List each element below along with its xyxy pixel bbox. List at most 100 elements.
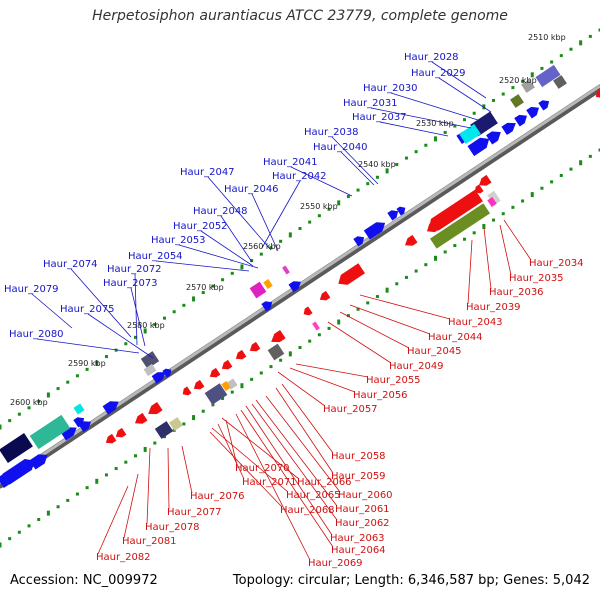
tick-mark bbox=[153, 441, 157, 445]
leader-line bbox=[167, 447, 170, 510]
tick-mark bbox=[424, 143, 428, 147]
reverse-gene bbox=[426, 220, 440, 233]
reverse-gene bbox=[404, 234, 418, 246]
tick-mark bbox=[298, 346, 302, 349]
reverse-gene bbox=[148, 401, 163, 415]
tick-mark bbox=[521, 79, 525, 83]
tick-mark bbox=[17, 530, 21, 534]
tick-mark bbox=[279, 358, 283, 362]
tick-mark bbox=[492, 98, 496, 102]
tick-mark bbox=[133, 454, 137, 458]
tick-mark bbox=[395, 162, 399, 166]
tick-mark bbox=[492, 218, 496, 222]
tick-mark bbox=[95, 478, 99, 484]
forward-gene-label: Haur_2080 bbox=[9, 329, 64, 340]
leader-line bbox=[245, 405, 333, 536]
reverse-gene-label: Haur_2082 bbox=[96, 552, 151, 563]
tick-mark bbox=[17, 412, 21, 416]
leader-line bbox=[277, 371, 326, 407]
reverse-gene bbox=[235, 349, 247, 360]
tick-mark bbox=[598, 28, 600, 32]
reverse-gene bbox=[487, 197, 497, 207]
tick-mark bbox=[85, 486, 89, 490]
tick-mark bbox=[230, 271, 234, 275]
reverse-gene-label: Haur_2057 bbox=[323, 404, 378, 415]
accession-text: Accession: NC_009972 bbox=[10, 573, 158, 588]
tick-mark bbox=[240, 264, 244, 270]
tick-mark bbox=[453, 244, 457, 248]
tick-mark bbox=[559, 54, 563, 58]
leader-line bbox=[207, 176, 272, 251]
tick-mark bbox=[404, 275, 408, 279]
tick-mark bbox=[569, 47, 573, 51]
tick-mark bbox=[443, 250, 447, 254]
tick-mark bbox=[240, 383, 244, 389]
tick-mark bbox=[85, 367, 89, 371]
reverse-gene bbox=[487, 190, 501, 206]
forward-gene bbox=[526, 106, 540, 119]
leader-line bbox=[467, 239, 473, 305]
reverse-gene-label: Haur_2035 bbox=[509, 273, 564, 284]
leader-line bbox=[438, 77, 492, 113]
leader-line bbox=[225, 419, 238, 466]
reverse-gene-label: Haur_2034 bbox=[529, 258, 584, 269]
forward-gene-label: Haur_2054 bbox=[128, 251, 183, 262]
forward-gene-label: Haur_2029 bbox=[411, 68, 466, 79]
tick-mark bbox=[104, 355, 108, 359]
leader-line bbox=[97, 485, 129, 555]
leader-line bbox=[331, 136, 379, 185]
tick-mark bbox=[385, 168, 389, 174]
leader-line bbox=[390, 92, 479, 121]
forward-gene bbox=[486, 131, 501, 145]
reverse-gene bbox=[303, 306, 313, 316]
tick-mark bbox=[192, 415, 196, 421]
leader-line bbox=[240, 409, 334, 548]
tick-mark bbox=[221, 278, 225, 282]
kbp-tick-label: 2510 kbp bbox=[528, 33, 566, 42]
kbp-tick-label: 2590 kbp bbox=[68, 359, 106, 368]
tick-mark bbox=[550, 180, 554, 184]
forward-gene-label: Haur_2072 bbox=[107, 264, 162, 275]
tick-mark bbox=[482, 223, 486, 229]
reverse-gene-label: Haur_2043 bbox=[448, 317, 503, 328]
leader-line bbox=[235, 413, 311, 561]
tick-mark bbox=[540, 66, 544, 70]
tick-mark bbox=[540, 186, 544, 190]
tick-mark bbox=[366, 182, 370, 186]
forward-gene-label: Haur_2047 bbox=[180, 167, 235, 178]
tick-mark bbox=[588, 34, 592, 38]
tick-mark bbox=[433, 136, 437, 142]
leader-line bbox=[251, 193, 279, 252]
reverse-gene-label: Haur_2065 bbox=[286, 490, 341, 501]
forward-gene bbox=[282, 265, 290, 275]
reverse-gene bbox=[193, 379, 205, 390]
forward-gene bbox=[73, 403, 85, 415]
forward-gene bbox=[102, 401, 119, 415]
forward-gene bbox=[151, 372, 166, 384]
forward-gene bbox=[143, 363, 157, 377]
reverse-gene-label: Haur_2068 bbox=[280, 505, 335, 516]
tick-mark bbox=[463, 118, 467, 122]
backbone-shadow bbox=[0, 84, 600, 489]
leader-line bbox=[36, 338, 140, 354]
forward-gene-label: Haur_2031 bbox=[343, 98, 398, 109]
reverse-gene bbox=[319, 290, 331, 301]
leader-line bbox=[146, 447, 151, 525]
tick-mark bbox=[317, 214, 321, 218]
kbp-tick-label: 2600 kbp bbox=[10, 398, 48, 407]
leader-line bbox=[327, 321, 392, 364]
tick-mark bbox=[550, 60, 554, 64]
reverse-gene bbox=[134, 412, 148, 424]
tick-mark bbox=[8, 537, 12, 541]
forward-gene-label: Haur_2079 bbox=[4, 284, 59, 295]
kbp-tick-label: 2540 kbp bbox=[358, 160, 396, 169]
leader-line bbox=[31, 293, 73, 329]
reverse-gene-label: Haur_2061 bbox=[335, 504, 390, 515]
leader-line bbox=[70, 268, 132, 338]
tick-mark bbox=[375, 175, 379, 179]
reverse-gene-label: Haur_2070 bbox=[235, 463, 290, 474]
leader-line bbox=[200, 230, 254, 267]
tick-mark bbox=[433, 255, 437, 261]
reverse-gene bbox=[182, 386, 192, 396]
